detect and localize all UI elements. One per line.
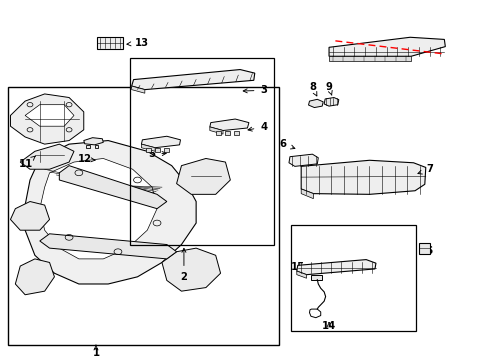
Text: 1: 1 xyxy=(93,345,99,358)
Text: 11: 11 xyxy=(19,156,35,169)
Bar xyxy=(292,225,416,330)
Polygon shape xyxy=(25,140,196,284)
Polygon shape xyxy=(25,105,74,126)
Polygon shape xyxy=(297,271,307,278)
Polygon shape xyxy=(142,144,155,151)
Text: 8: 8 xyxy=(309,82,317,96)
Polygon shape xyxy=(86,145,90,148)
Polygon shape xyxy=(216,131,220,135)
Polygon shape xyxy=(84,138,103,145)
Polygon shape xyxy=(162,248,220,291)
Text: 6: 6 xyxy=(280,139,295,149)
Polygon shape xyxy=(142,136,180,148)
Polygon shape xyxy=(132,86,145,93)
Polygon shape xyxy=(301,160,426,194)
Polygon shape xyxy=(40,158,157,259)
Polygon shape xyxy=(324,98,339,106)
Polygon shape xyxy=(40,234,176,259)
Polygon shape xyxy=(297,260,376,275)
Polygon shape xyxy=(147,148,151,152)
Text: 13: 13 xyxy=(127,38,148,48)
Text: 2: 2 xyxy=(180,248,187,282)
Polygon shape xyxy=(132,69,255,90)
Polygon shape xyxy=(10,202,49,230)
Polygon shape xyxy=(15,259,54,295)
Bar xyxy=(419,243,430,253)
Polygon shape xyxy=(95,145,98,148)
Polygon shape xyxy=(289,154,318,166)
Polygon shape xyxy=(225,131,230,135)
Text: 7: 7 xyxy=(418,164,433,174)
Polygon shape xyxy=(309,99,323,108)
Polygon shape xyxy=(164,148,169,152)
Polygon shape xyxy=(234,131,239,135)
Bar xyxy=(8,87,279,345)
Text: 4: 4 xyxy=(248,122,267,132)
Polygon shape xyxy=(210,127,223,134)
Text: 16: 16 xyxy=(420,246,434,256)
Polygon shape xyxy=(312,275,322,280)
Polygon shape xyxy=(329,37,445,56)
Polygon shape xyxy=(301,189,314,199)
Polygon shape xyxy=(59,166,167,209)
Text: 3: 3 xyxy=(243,85,267,95)
Polygon shape xyxy=(329,56,411,61)
Polygon shape xyxy=(10,94,84,144)
Polygon shape xyxy=(176,158,230,194)
Text: 5: 5 xyxy=(148,149,166,159)
Text: 9: 9 xyxy=(325,82,333,95)
Text: 12: 12 xyxy=(78,154,95,164)
Bar xyxy=(130,58,274,244)
Polygon shape xyxy=(155,148,160,152)
Bar xyxy=(98,37,123,49)
Polygon shape xyxy=(20,144,74,169)
Polygon shape xyxy=(210,119,249,131)
Text: 10: 10 xyxy=(412,40,437,51)
Text: 15: 15 xyxy=(291,262,312,272)
Text: 14: 14 xyxy=(322,321,336,331)
